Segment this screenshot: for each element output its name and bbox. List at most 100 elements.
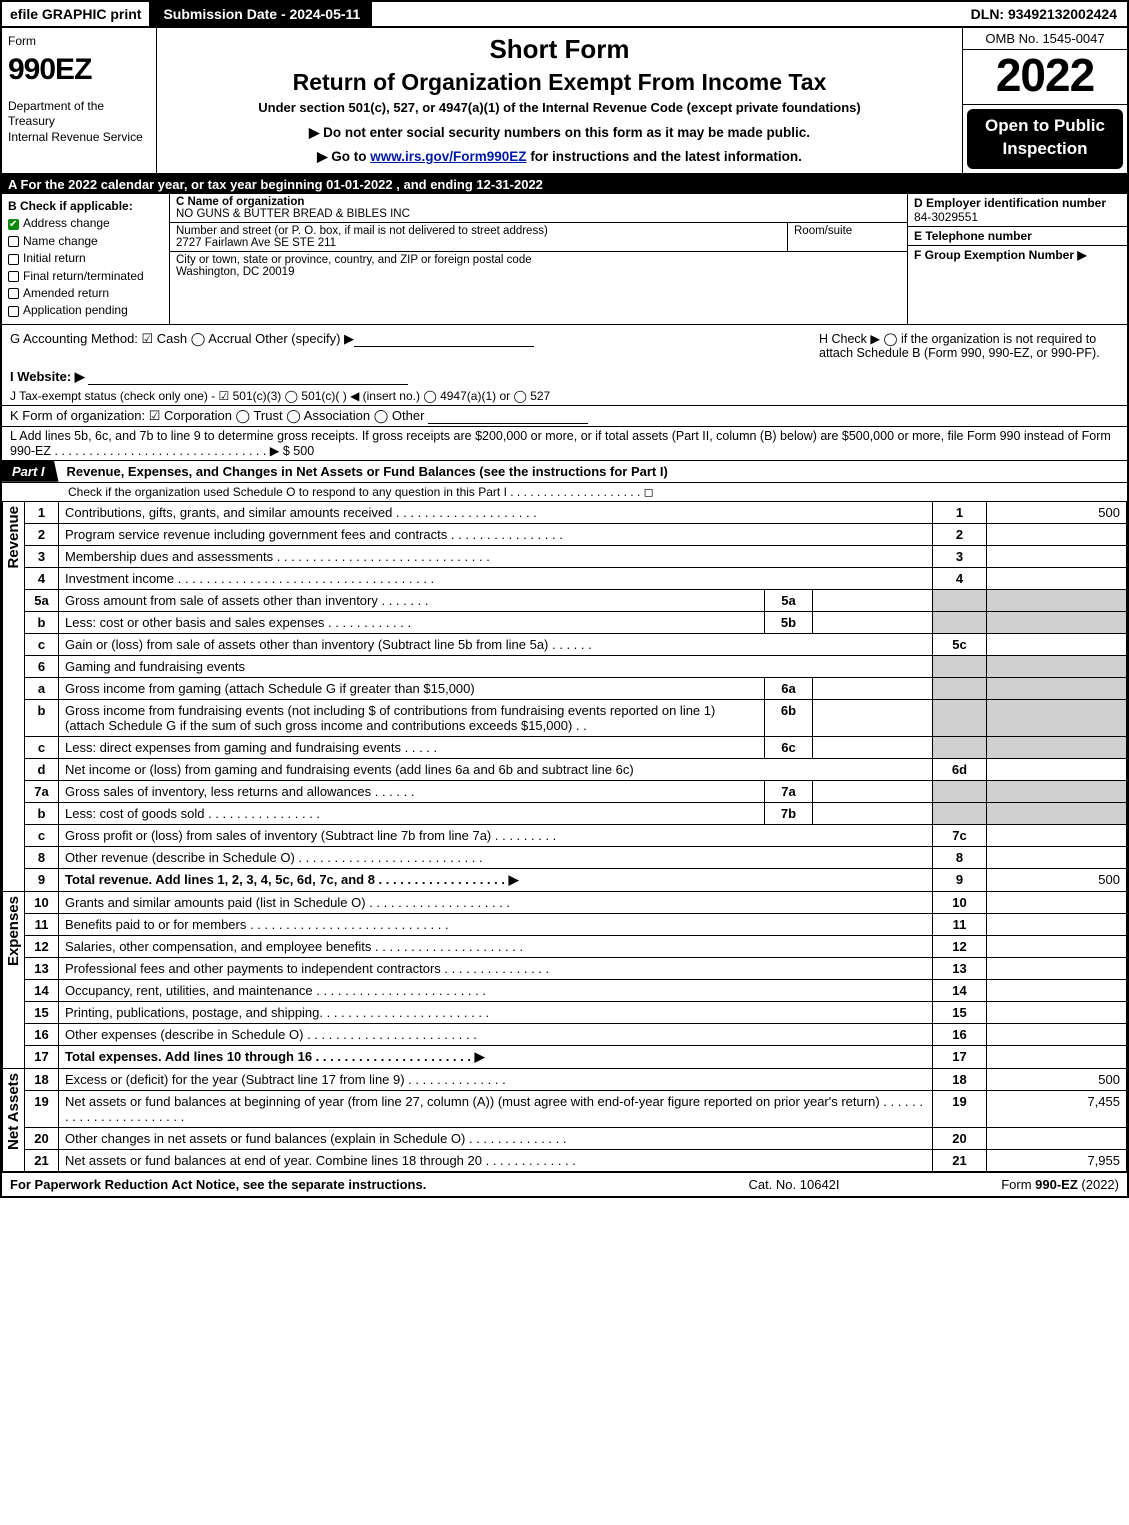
efile-label: efile GRAPHIC print	[2, 2, 151, 26]
total-revenue-text: Total revenue. Add lines 1, 2, 3, 4, 5c,…	[65, 872, 519, 887]
other-org-line[interactable]	[428, 410, 588, 424]
line-1: Revenue 1 Contributions, gifts, grants, …	[3, 501, 1127, 523]
street-cell: Number and street (or P. O. box, if mail…	[170, 223, 787, 251]
irs-link[interactable]: www.irs.gov/Form990EZ	[370, 149, 526, 164]
check-name-change[interactable]: Name change	[8, 233, 163, 250]
box-c: C Name of organization NO GUNS & BUTTER …	[170, 194, 907, 324]
checkbox-icon	[8, 288, 19, 299]
line-9: 9Total revenue. Add lines 1, 2, 3, 4, 5c…	[3, 868, 1127, 891]
goto-prefix: ▶ Go to	[317, 149, 370, 164]
check-application-pending[interactable]: Application pending	[8, 302, 163, 319]
form-990ez-page: efile GRAPHIC print Submission Date - 20…	[0, 0, 1129, 1198]
revenue-section-label: Revenue	[3, 501, 25, 891]
phone-label: E Telephone number	[914, 229, 1032, 243]
org-name-cell: C Name of organization NO GUNS & BUTTER …	[170, 194, 907, 222]
dln-label: DLN: 93492132002424	[963, 2, 1127, 26]
line-5b: bLess: cost or other basis and sales exp…	[3, 611, 1127, 633]
row-h: H Check ▶ ◯ if the organization is not r…	[819, 331, 1119, 360]
dept-irs: Internal Revenue Service	[8, 130, 150, 146]
cat-no: Cat. No. 10642I	[669, 1177, 919, 1192]
website-label: I Website: ▶	[10, 369, 85, 384]
box-f-group: F Group Exemption Number ▶	[908, 246, 1127, 264]
page-footer: For Paperwork Reduction Act Notice, see …	[2, 1172, 1127, 1196]
line-17: 17Total expenses. Add lines 10 through 1…	[3, 1045, 1127, 1068]
line-12: 12Salaries, other compensation, and empl…	[3, 935, 1127, 957]
row-k: K Form of organization: ☑ Corporation ◯ …	[2, 405, 1127, 426]
tax-year: 2022	[963, 50, 1127, 105]
line-5a: 5aGross amount from sale of assets other…	[3, 589, 1127, 611]
row-l: L Add lines 5b, 6c, and 7b to line 9 to …	[2, 426, 1127, 460]
line-11: 11Benefits paid to or for members . . . …	[3, 913, 1127, 935]
check-label: Final return/terminated	[23, 269, 144, 283]
line-3: 3Membership dues and assessments . . . .…	[3, 545, 1127, 567]
netassets-section-label: Net Assets	[3, 1068, 25, 1171]
paperwork-notice: For Paperwork Reduction Act Notice, see …	[10, 1177, 669, 1192]
part-i-title: Revenue, Expenses, and Changes in Net As…	[59, 462, 676, 481]
line-14: 14Occupancy, rent, utilities, and mainte…	[3, 979, 1127, 1001]
line-19: 19Net assets or fund balances at beginni…	[3, 1090, 1127, 1127]
form-ref-prefix: Form	[1001, 1177, 1035, 1192]
section-bcdef: B Check if applicable: Address change Na…	[2, 194, 1127, 325]
line-18: Net Assets 18Excess or (deficit) for the…	[3, 1068, 1127, 1090]
box-d-ein: D Employer identification number 84-3029…	[908, 194, 1127, 227]
check-label: Application pending	[23, 303, 128, 317]
city-cell: City or town, state or province, country…	[170, 252, 907, 280]
spacer	[372, 2, 962, 26]
under-section: Under section 501(c), 527, or 4947(a)(1)…	[165, 100, 954, 115]
line-7c: cGross profit or (loss) from sales of in…	[3, 824, 1127, 846]
form-of-org: K Form of organization: ☑ Corporation ◯ …	[10, 408, 424, 423]
line-10: Expenses 10Grants and similar amounts pa…	[3, 891, 1127, 913]
part-i-label: Part I	[2, 461, 59, 482]
line-4: 4Investment income . . . . . . . . . . .…	[3, 567, 1127, 589]
city-value: Washington, DC 20019	[176, 266, 294, 278]
line-7b: bLess: cost of goods sold . . . . . . . …	[3, 802, 1127, 824]
accounting-method: G Accounting Method: ☑ Cash ◯ Accrual Ot…	[10, 331, 354, 346]
line-amount: 500	[987, 501, 1127, 523]
checkbox-icon	[8, 271, 19, 282]
box-e-phone: E Telephone number	[908, 227, 1127, 246]
goto-suffix: for instructions and the latest informat…	[527, 149, 802, 164]
form-header: Form 990EZ Department of the Treasury In…	[2, 28, 1127, 175]
line-6d: dNet income or (loss) from gaming and fu…	[3, 758, 1127, 780]
check-label: Address change	[23, 216, 110, 230]
checkbox-icon	[8, 236, 19, 247]
line-21: 21Net assets or fund balances at end of …	[3, 1149, 1127, 1171]
line-7a: 7aGross sales of inventory, less returns…	[3, 780, 1127, 802]
line-6c: cLess: direct expenses from gaming and f…	[3, 736, 1127, 758]
ein-label: D Employer identification number	[914, 196, 1106, 210]
check-address-change[interactable]: Address change	[8, 215, 163, 232]
checkbox-icon	[8, 254, 19, 265]
total-expenses-text: Total expenses. Add lines 10 through 16 …	[65, 1049, 485, 1064]
header-left: Form 990EZ Department of the Treasury In…	[2, 28, 157, 173]
website-input-line[interactable]	[88, 371, 408, 385]
org-name-label: C Name of organization	[176, 196, 304, 208]
row-a-tax-year: A For the 2022 calendar year, or tax yea…	[2, 175, 1127, 194]
goto-line: ▶ Go to www.irs.gov/Form990EZ for instru…	[165, 149, 954, 165]
part-i-table: Revenue 1 Contributions, gifts, grants, …	[2, 501, 1127, 1172]
check-initial-return[interactable]: Initial return	[8, 250, 163, 267]
line-15: 15Printing, publications, postage, and s…	[3, 1001, 1127, 1023]
open-to-public: Open to Public Inspection	[967, 109, 1123, 169]
box-def: D Employer identification number 84-3029…	[907, 194, 1127, 324]
dept-treasury: Department of the Treasury	[8, 99, 150, 130]
line-16: 16Other expenses (describe in Schedule O…	[3, 1023, 1127, 1045]
ein-value: 84-3029551	[914, 210, 978, 224]
group-exemption-label: F Group Exemption Number ▶	[914, 248, 1087, 262]
header-center: Short Form Return of Organization Exempt…	[157, 28, 963, 173]
line-desc: Contributions, gifts, grants, and simila…	[59, 501, 933, 523]
return-title: Return of Organization Exempt From Incom…	[165, 69, 954, 96]
submission-date: Submission Date - 2024-05-11	[151, 2, 372, 26]
checkbox-icon	[8, 306, 19, 317]
check-amended-return[interactable]: Amended return	[8, 285, 163, 302]
line-20: 20Other changes in net assets or fund ba…	[3, 1127, 1127, 1149]
header-right: OMB No. 1545-0047 2022 Open to Public In…	[963, 28, 1127, 173]
box-b: B Check if applicable: Address change Na…	[2, 194, 170, 324]
form-word: Form	[8, 34, 150, 50]
form-number: 990EZ	[8, 53, 91, 86]
other-specify-line[interactable]	[354, 333, 534, 347]
do-not-warning: ▶ Do not enter social security numbers o…	[165, 125, 954, 141]
row-j: J Tax-exempt status (check only one) - ☑…	[2, 387, 1127, 405]
check-label: Name change	[23, 234, 98, 248]
omb-number: OMB No. 1545-0047	[963, 28, 1127, 50]
check-final-return[interactable]: Final return/terminated	[8, 268, 163, 285]
